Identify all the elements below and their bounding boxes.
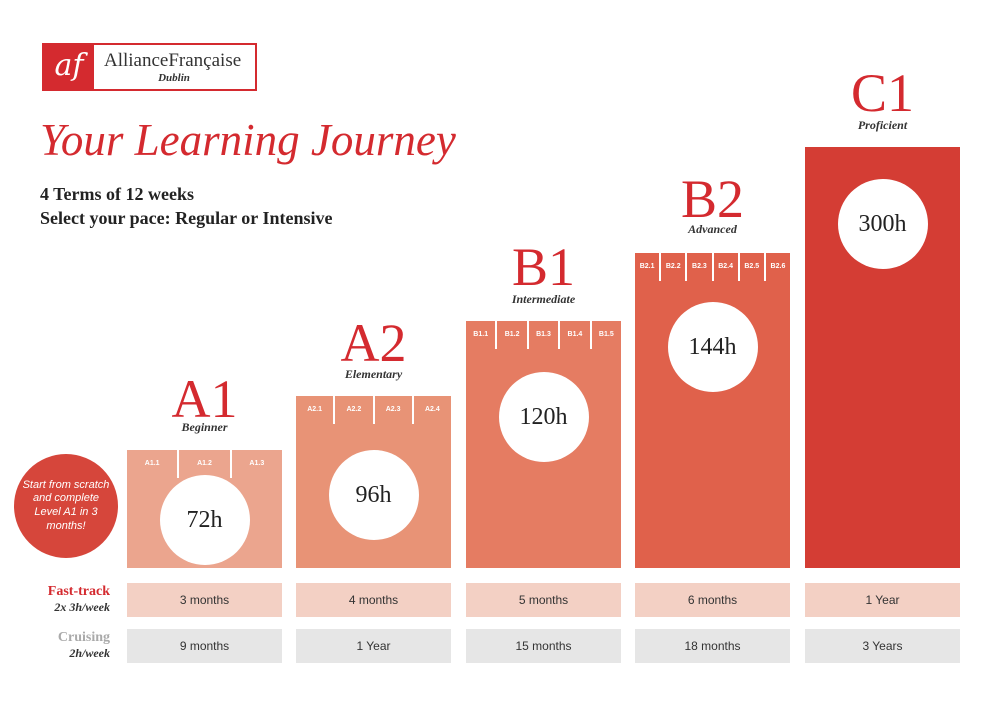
subtitle-pace: Select your pace: Regular or Intensive bbox=[40, 208, 333, 228]
hours-badge: 144h bbox=[667, 302, 758, 392]
cruising-duration: 18 months bbox=[635, 629, 790, 663]
level-name-b2: Advanced bbox=[688, 222, 737, 236]
fast-track-label: Fast-track bbox=[47, 584, 110, 599]
fast-track-duration: 1 Year bbox=[805, 583, 960, 617]
fast-track-duration: 5 months bbox=[466, 583, 621, 617]
sublevel-a1-2: A1.2 bbox=[179, 450, 232, 478]
level-bar-c1: 300h bbox=[805, 147, 960, 568]
fast-track-duration: 6 months bbox=[635, 583, 790, 617]
level-bar-a2: A2.1 A2.2 A2.3 A2.4 96h bbox=[296, 396, 451, 568]
level-bar-b1: B1.1 B1.2 B1.3 B1.4 B1.5 120h bbox=[466, 321, 621, 568]
hours-badge: 72h bbox=[159, 475, 250, 565]
level-code-a2: A2 bbox=[340, 313, 407, 373]
sublevel-b2-1: B2.1 bbox=[635, 253, 662, 281]
sublevel-a2-1: A2.1 bbox=[296, 396, 336, 424]
sublevel-a1-1: A1.1 bbox=[127, 450, 180, 478]
sublevel-row: B2.1 B2.2 B2.3 B2.4 B2.5 B2.6 bbox=[635, 253, 790, 281]
sublevel-b1-1: B1.1 bbox=[466, 321, 498, 349]
sublevel-a2-2: A2.2 bbox=[335, 396, 375, 424]
subtitle-terms: 4 Terms of 12 weeks bbox=[40, 184, 194, 204]
promo-badge: Start from scratch and complete Level A1… bbox=[14, 454, 118, 558]
sublevel-a2-3: A2.3 bbox=[375, 396, 414, 424]
sublevel-b1-2: B1.2 bbox=[497, 321, 529, 349]
sublevel-b2-4: B2.4 bbox=[714, 253, 740, 281]
fast-track-schedule: 2x 3h/week bbox=[54, 600, 110, 614]
cruising-duration: 1 Year bbox=[296, 629, 451, 663]
hours-badge: 300h bbox=[837, 179, 928, 269]
sublevel-row: A2.1 A2.2 A2.3 A2.4 bbox=[296, 396, 451, 424]
page-title: Your Learning Journey bbox=[40, 115, 456, 165]
fast-track-duration: 3 months bbox=[127, 583, 282, 617]
hours-badge: 120h bbox=[498, 372, 589, 462]
sublevel-b1-4: B1.4 bbox=[560, 321, 592, 349]
level-code-b2: B2 bbox=[680, 169, 745, 229]
cruising-duration: 9 months bbox=[127, 629, 282, 663]
level-name-a1: Beginner bbox=[181, 420, 228, 434]
sublevel-b2-2: B2.2 bbox=[661, 253, 688, 281]
level-name-b1: Intermediate bbox=[511, 292, 576, 306]
logo-city: Dublin bbox=[158, 72, 190, 84]
hours-badge: 96h bbox=[328, 450, 419, 540]
level-code-b1: B1 bbox=[511, 237, 576, 297]
cruising-duration: 3 Years bbox=[805, 629, 960, 663]
logo-name: AllianceFrançaise bbox=[104, 50, 242, 71]
level-bar-b2: B2.1 B2.2 B2.3 B2.4 B2.5 B2.6 144h bbox=[635, 253, 790, 568]
sublevel-a2-4: A2.4 bbox=[424, 406, 440, 413]
sublevel-a1-3: A1.3 bbox=[249, 460, 265, 467]
cruising-schedule: 2h/week bbox=[69, 646, 110, 660]
level-name-a2: Elementary bbox=[344, 367, 403, 381]
sublevel-b1-3: B1.3 bbox=[529, 321, 561, 349]
sublevel-row: A1.1 A1.2 A1.3 bbox=[127, 450, 282, 478]
sublevel-b1-5: B1.5 bbox=[598, 331, 614, 338]
sublevel-b2-3: B2.3 bbox=[687, 253, 714, 281]
logo-mark: af bbox=[44, 45, 94, 89]
sublevel-b2-5: B2.5 bbox=[740, 253, 766, 281]
level-name-c1: Proficient bbox=[857, 118, 908, 132]
level-code-c1: C1 bbox=[850, 63, 915, 123]
cruising-label: Cruising bbox=[57, 630, 110, 645]
cruising-duration: 15 months bbox=[466, 629, 621, 663]
logo: af AllianceFrançaise Dublin bbox=[42, 43, 257, 91]
sublevel-row: B1.1 B1.2 B1.3 B1.4 B1.5 bbox=[466, 321, 621, 349]
level-code-a1: A1 bbox=[171, 369, 238, 429]
fast-track-duration: 4 months bbox=[296, 583, 451, 617]
level-bar-a1: A1.1 A1.2 A1.3 72h bbox=[127, 450, 282, 568]
sublevel-b2-6: B2.6 bbox=[770, 263, 786, 270]
